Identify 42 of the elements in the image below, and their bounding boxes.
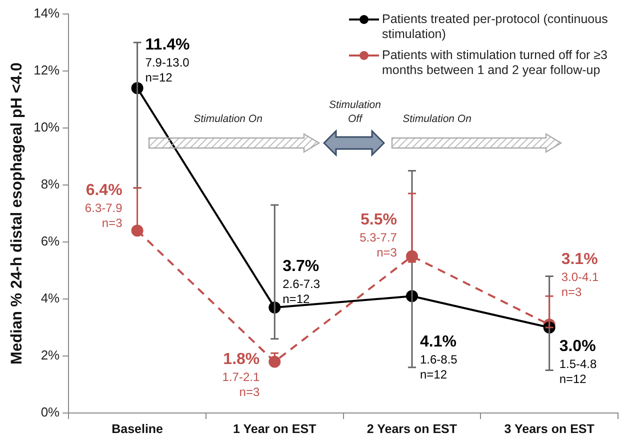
annotation: n=3: [376, 246, 398, 260]
data-label: 4.1%: [420, 334, 456, 351]
y-tick-label: 6%: [40, 234, 60, 249]
annotation: n=12: [420, 367, 448, 382]
annotation: Stimulation Off: [328, 98, 382, 126]
y-tick-label: 8%: [40, 176, 60, 192]
y-tick-label: 10%: [34, 120, 60, 135]
annotation: n=3: [239, 385, 260, 400]
y-tick-label: 0%: [40, 404, 60, 420]
data-label: 5.5%: [360, 212, 397, 229]
annotation: 7.9-13.0: [145, 55, 190, 70]
annotation: n=3: [561, 284, 582, 299]
x-tick-label: 1 Year on EST: [233, 422, 317, 436]
y-tick-label: 4%: [40, 290, 60, 306]
y-axis-title: Median % 24-h distal esophageal pH <4.0: [8, 62, 26, 364]
x-tick-label: 2 Years on EST: [366, 422, 458, 436]
annotation: n=3: [102, 216, 123, 230]
legend-label: Patients with stimulation turned off for ≥3 months between 1 and 2 year follow-up: [382, 48, 608, 78]
data-label: 1.8%: [223, 351, 260, 368]
data-label: 3.0%: [559, 338, 596, 355]
annotation: n=12: [559, 372, 587, 386]
annotation: 2.6-7.3: [282, 276, 320, 291]
data-label: 11.4%: [145, 36, 190, 54]
y-tick-label: 14%: [34, 6, 60, 21]
annotation: 3.0-4.1: [561, 270, 600, 284]
data-label: 3.7%: [282, 258, 320, 275]
legend-label: Patients treated per-protocol (continuous stimulation): [382, 12, 609, 42]
annotation: n=12: [145, 70, 173, 84]
x-tick-label: 3 Years on EST: [504, 422, 595, 436]
annotation: 1.7-2.1: [222, 370, 260, 384]
data-label: 3.1%: [561, 251, 598, 268]
annotation: 1.6-8.5: [420, 352, 458, 366]
annotation: 6.3-7.9: [84, 200, 123, 215]
x-tick-label: Baseline: [112, 422, 164, 436]
y-tick-label: 12%: [34, 62, 60, 78]
annotation: n=12: [282, 292, 310, 306]
y-tick-label: 2%: [40, 348, 60, 363]
data-label: 6.4%: [86, 182, 122, 200]
annotation: 1.5-4.8: [559, 356, 598, 371]
annotation: Stimulation On: [192, 112, 264, 126]
annotation: 5.3-7.7: [360, 230, 398, 245]
annotation: Stimulation On: [402, 112, 472, 126]
